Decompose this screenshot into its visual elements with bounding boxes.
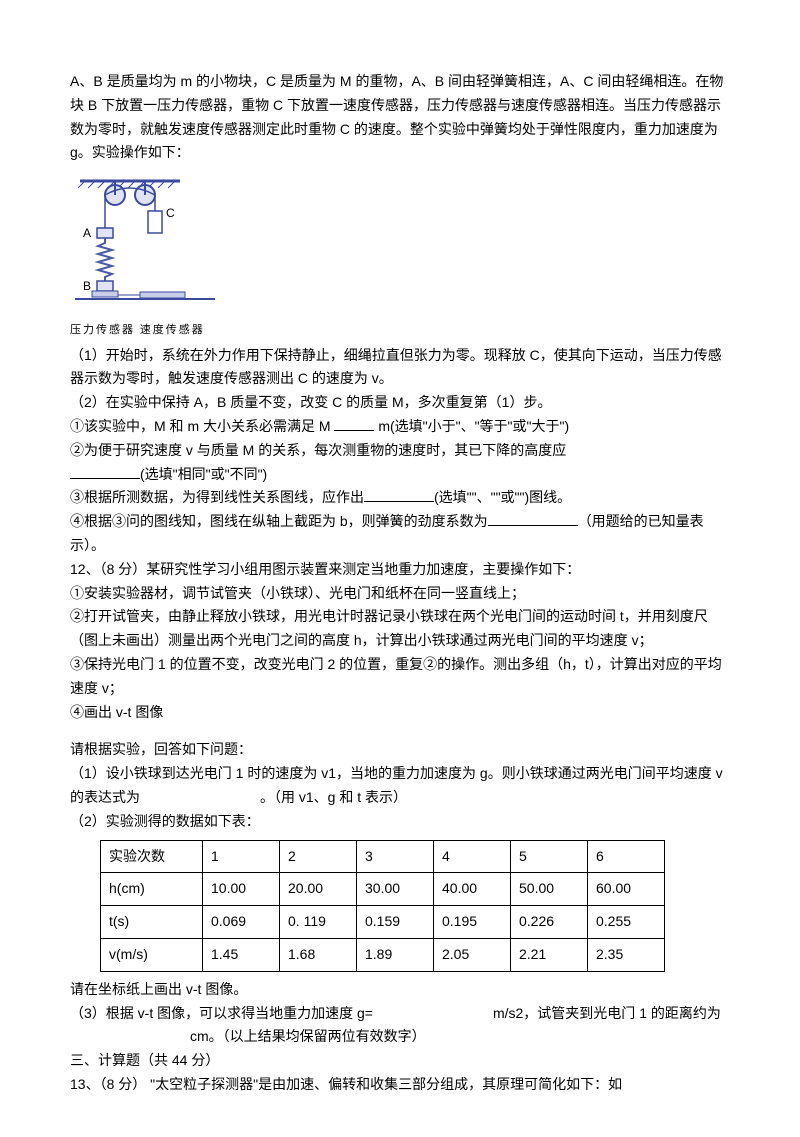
q1-step2-head: （2）在实验中保持 A，B 质量不变，改变 C 的质量 M，多次重复第（1）步。 bbox=[70, 391, 730, 415]
section3-head: 三、计算题（共 44 分） bbox=[70, 1049, 730, 1073]
svg-text:C: C bbox=[166, 206, 175, 220]
q1-sub3-a: ③根据所测数据，为得到线性关系图线，应作出 bbox=[70, 489, 364, 505]
q12-a3: （3）根据 v-t 图像，可以求得当地重力加速度 g= m/s2，试管夹到光电门 … bbox=[70, 1002, 730, 1050]
diagram-caption: 压力传感器 速度传感器 bbox=[70, 321, 730, 340]
table-cell: h(cm) bbox=[101, 873, 203, 906]
apparatus-diagram: A B C 压力传感器 速度传感器 bbox=[70, 173, 730, 339]
table-cell: 2.35 bbox=[588, 939, 665, 972]
table-header-cell: 1 bbox=[203, 840, 280, 873]
table-row: h(cm) 10.00 20.00 30.00 40.00 50.00 60.0… bbox=[101, 873, 665, 906]
q1-sub2: ②为便于研究速度 v 与质量 M 的关系，每次测重物的速度时，其已下降的高度应 … bbox=[70, 439, 730, 487]
q12-a3-b: cm。（以上结果均保留两位有效数字） bbox=[190, 1028, 426, 1044]
svg-text:A: A bbox=[83, 226, 91, 240]
table-row: 实验次数 1 2 3 4 5 6 bbox=[101, 840, 665, 873]
blank-spring-k bbox=[488, 511, 578, 526]
q12-a2: （2）实验测得的数据如下表： bbox=[70, 810, 730, 834]
table-header-cell: 3 bbox=[357, 840, 434, 873]
q13: 13、（8 分） "太空粒子探测器"是由加速、偏转和收集三部分组成，其原理可简化… bbox=[70, 1073, 730, 1097]
q1-sub1: ①该实验中，M 和 m 大小关系必需满足 M m(选填"小于"、"等于"或"大于… bbox=[70, 415, 730, 439]
intro-paragraph: A、B 是质量均为 m 的小物块，C 是质量为 M 的重物，A、B 间由轻弹簧相… bbox=[70, 70, 730, 165]
table-cell: 1.89 bbox=[357, 939, 434, 972]
table-row: t(s) 0.069 0. 119 0.159 0.195 0.226 0.25… bbox=[101, 906, 665, 939]
table-cell: 0.159 bbox=[357, 906, 434, 939]
table-cell: 0.069 bbox=[203, 906, 280, 939]
table-cell: 40.00 bbox=[434, 873, 511, 906]
table-cell: 2.05 bbox=[434, 939, 511, 972]
q12-s1: ①安装实验器材，调节试管夹（小铁球）、光电门和纸杯在同一竖直线上； bbox=[70, 582, 730, 606]
table-cell: 20.00 bbox=[280, 873, 357, 906]
table-cell: 0.255 bbox=[588, 906, 665, 939]
table-cell: 1.45 bbox=[203, 939, 280, 972]
q12-ask: 请根据实验，回答如下问题： bbox=[70, 738, 730, 762]
table-header-cell: 实验次数 bbox=[101, 840, 203, 873]
q1-sub2-b: (选填"相同"或"不同") bbox=[140, 466, 267, 482]
q1-sub1-a: ①该实验中，M 和 m 大小关系必需满足 M bbox=[70, 418, 334, 434]
table-cell: v(m/s) bbox=[101, 939, 203, 972]
table-header-cell: 6 bbox=[588, 840, 665, 873]
table-header-cell: 4 bbox=[434, 840, 511, 873]
q12-s3: ③保持光电门 1 的位置不变，改变光电门 2 的位置，重复②的操作。测出多组（h… bbox=[70, 653, 730, 701]
table-cell: 10.00 bbox=[203, 873, 280, 906]
blank-graph-type bbox=[364, 487, 434, 502]
table-cell: 50.00 bbox=[511, 873, 588, 906]
table-cell: 30.00 bbox=[357, 873, 434, 906]
table-cell: 0. 119 bbox=[280, 906, 357, 939]
table-row: v(m/s) 1.45 1.68 1.89 2.05 2.21 2.35 bbox=[101, 939, 665, 972]
table-cell: 2.21 bbox=[511, 939, 588, 972]
table-cell: 60.00 bbox=[588, 873, 665, 906]
q12-after-table: 请在坐标纸上画出 v-t 图像。 bbox=[70, 978, 730, 1002]
q1-sub3-b: (选填""、""或"")图线。 bbox=[434, 489, 571, 505]
q1-sub1-b: m(选填"小于"、"等于"或"大于") bbox=[374, 418, 569, 434]
table-header-cell: 5 bbox=[511, 840, 588, 873]
q1-sub4: ④根据③问的图线知，图线在纵轴上截距为 b，则弹簧的劲度系数为（用题给的已知量表… bbox=[70, 510, 730, 558]
q12-a3-a: （3）根据 v-t 图像，可以求得当地重力加速度 g= bbox=[70, 1005, 373, 1021]
table-cell: 0.195 bbox=[434, 906, 511, 939]
table-cell: 1.68 bbox=[280, 939, 357, 972]
experiment-table: 实验次数 1 2 3 4 5 6 h(cm) 10.00 20.00 30.00… bbox=[100, 840, 665, 972]
q12-a3-unit: m/s2，试管夹到光电门 1 的距离约为 bbox=[493, 1005, 721, 1021]
table-header-cell: 2 bbox=[280, 840, 357, 873]
q1-sub2-a: ②为便于研究速度 v 与质量 M 的关系，每次测重物的速度时，其已下降的高度应 bbox=[70, 442, 566, 458]
q1-sub4-a: ④根据③问的图线知，图线在纵轴上截距为 b，则弹簧的劲度系数为 bbox=[70, 513, 488, 529]
q12-a1: （1）设小铁球到达光电门 1 时的速度为 v1，当地的重力加速度为 g。则小铁球… bbox=[70, 762, 730, 810]
q12-s2: ②打开试管夹，由静止释放小铁球，用光电计时器记录小铁球在两个光电门间的运动时间 … bbox=[70, 605, 730, 653]
q1-sub3: ③根据所测数据，为得到线性关系图线，应作出 (选填""、""或"")图线。 bbox=[70, 486, 730, 510]
blank-M-m bbox=[334, 416, 374, 431]
q12-s4: ④画出 v-t 图像 bbox=[70, 701, 730, 725]
svg-text:B: B bbox=[83, 279, 91, 293]
q12-head: 12、（8 分）某研究性学习小组用图示装置来测定当地重力加速度，主要操作如下： bbox=[70, 558, 730, 582]
table-cell: t(s) bbox=[101, 906, 203, 939]
q1-step1: （1）开始时，系统在外力作用下保持静止，细绳拉直但张力为零。现释放 C，使其向下… bbox=[70, 344, 730, 392]
blank-height-same bbox=[70, 464, 140, 479]
q12-a1-b: 。（用 v1、g 和 t 表示） bbox=[260, 789, 407, 805]
table-cell: 0.226 bbox=[511, 906, 588, 939]
